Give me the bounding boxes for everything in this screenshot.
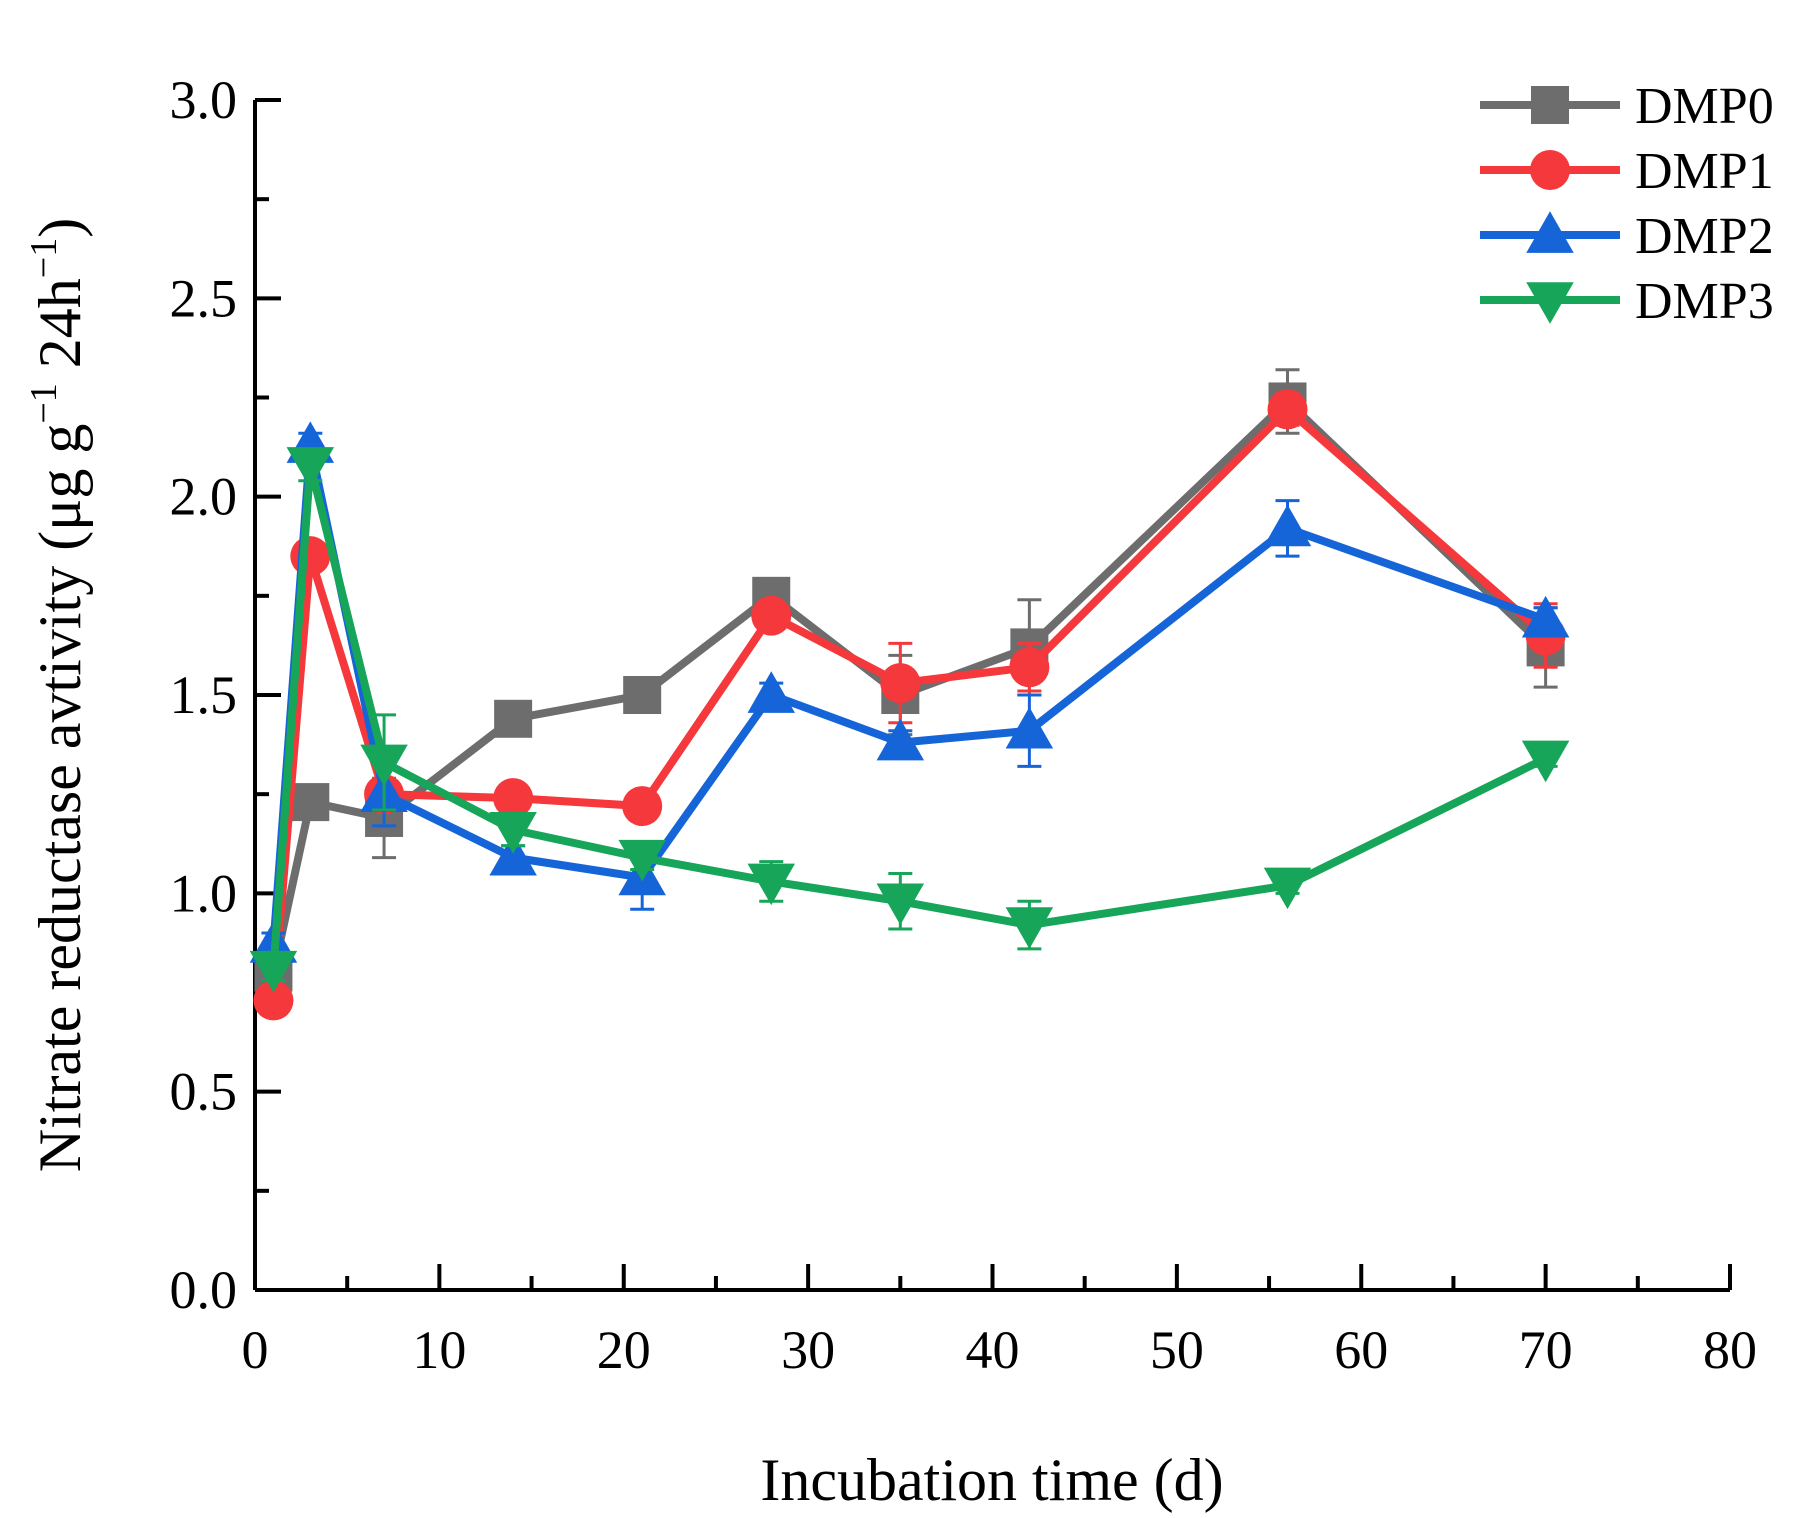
x-tick-label: 0: [242, 1320, 269, 1380]
y-tick-label: 0.0: [170, 1260, 238, 1320]
data-point: [253, 980, 294, 1021]
data-point: [290, 536, 331, 577]
legend-marker: [1530, 150, 1570, 190]
data-point: [876, 883, 925, 926]
x-tick-label: 20: [597, 1320, 651, 1380]
data-point: [618, 839, 666, 882]
legend-label: DMP2: [1635, 208, 1774, 265]
data-point: [1263, 504, 1312, 547]
data-point: [286, 447, 335, 489]
x-tick-label: 40: [966, 1320, 1020, 1380]
data-point: [751, 595, 792, 636]
x-tick-label: 50: [1150, 1320, 1204, 1380]
series-layer: [249, 368, 1570, 1021]
y-tick-label: 2.5: [170, 268, 238, 328]
data-point: [880, 663, 921, 704]
data-point: [494, 699, 533, 738]
legend-marker: [1531, 86, 1569, 124]
data-point: [623, 676, 662, 714]
y-tick-label: 3.0: [170, 70, 238, 130]
y-axis-title-sup2: −1: [23, 238, 65, 278]
legend-item: DMP2: [1480, 208, 1774, 265]
legend-item: DMP1: [1480, 143, 1774, 200]
data-point: [747, 863, 795, 906]
y-tick-label: 2.0: [170, 467, 238, 527]
y-axis-title-end: ): [27, 218, 93, 238]
y-tick-label: 1.0: [170, 863, 238, 923]
legend: DMP0 DMP1 DMP2 DMP3: [1480, 78, 1774, 330]
y-axis-title: Nitrate reductase avtivity (μg g−1 24h−1…: [23, 218, 93, 1172]
data-point: [1267, 389, 1308, 430]
x-tick-label: 30: [781, 1320, 835, 1380]
y-axis-title-mid: 24h: [27, 278, 93, 383]
legend-marker: [1526, 211, 1574, 253]
legend-marker: [1526, 282, 1574, 324]
x-axis-title: Incubation time (d): [760, 1447, 1223, 1513]
data-point: [1521, 740, 1570, 783]
legend-label: DMP0: [1635, 78, 1774, 135]
series-line: [269, 460, 1548, 969]
data-point: [1009, 647, 1050, 688]
series-dmp1: [253, 389, 1566, 1021]
x-tick-label: 80: [1703, 1320, 1757, 1380]
y-axis-title-sup1: −1: [23, 383, 65, 423]
data-point: [747, 671, 795, 713]
legend-label: DMP1: [1635, 143, 1774, 200]
data-point: [489, 812, 537, 854]
y-axis-title-main: Nitrate reductase avtivity (μg g: [27, 424, 93, 1173]
data-point: [876, 718, 925, 761]
data-point: [622, 786, 663, 827]
legend-item: DMP3: [1480, 273, 1774, 330]
x-tick-label: 60: [1334, 1320, 1388, 1380]
series-line: [269, 397, 1549, 974]
axes: [253, 100, 1730, 1292]
series-dmp3: [249, 447, 1570, 993]
data-point: [489, 833, 537, 876]
data-point: [249, 950, 298, 993]
data-point: [1005, 706, 1054, 749]
data-point: [1005, 907, 1054, 949]
y-tick-label: 0.5: [170, 1062, 238, 1122]
legend-item: DMP0: [1480, 78, 1774, 135]
series-line: [269, 405, 1549, 1001]
data-point: [1263, 867, 1312, 910]
y-tick-label: 1.5: [170, 665, 238, 725]
x-tick-label: 70: [1519, 1320, 1573, 1380]
data-point: [360, 744, 408, 787]
data-point: [291, 783, 330, 822]
ticks: 0 10 20 30 40 50 60 70 80 0.0 0.5 1.0 1.5 2.0 2.5 3.0: [170, 70, 1758, 1380]
legend-label: DMP3: [1635, 273, 1774, 330]
data-point: [493, 778, 534, 819]
x-tick-label: 10: [412, 1320, 466, 1380]
data-point: [1521, 595, 1570, 638]
